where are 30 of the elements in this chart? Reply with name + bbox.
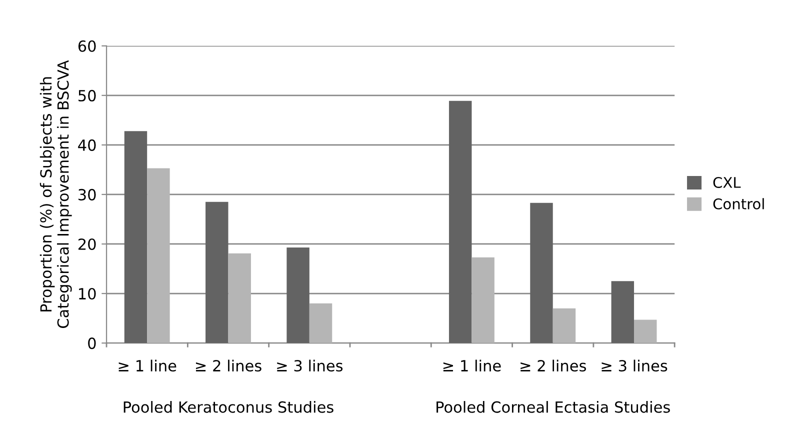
legend-label: Control (713, 198, 764, 210)
bar (309, 303, 332, 344)
text: Pooled Corneal Ectasia Studies (436, 401, 670, 413)
y-tick-label: 10 (79, 288, 96, 300)
bar (611, 281, 634, 344)
bar (530, 202, 553, 344)
bar (634, 320, 657, 344)
x-tick-label: ≥ 3 lines (602, 360, 668, 372)
x-tick-label: ≥ 2 lines (196, 360, 262, 372)
y-tick-label: 40 (78, 139, 96, 151)
bar (124, 131, 148, 344)
x-tick-label: ≥ 1 line (118, 360, 176, 372)
y-tick-label: 50 (78, 90, 96, 102)
y-tick-label: 30 (78, 188, 96, 200)
x-tick-label: ≥ 3 lines (277, 360, 343, 372)
y-axis-title: Proportion (%) of Subjects with Categorical Improvement in BSCVA (40, 60, 72, 328)
bar (448, 100, 472, 344)
y-tick-label: 0 (88, 338, 96, 350)
bar (206, 202, 228, 344)
y-tick-label: 60 (78, 40, 96, 52)
x-tick-label: ≥ 2 lines (520, 360, 586, 372)
bar (472, 257, 494, 344)
y-tick-label: 20 (78, 238, 96, 250)
bar (286, 247, 310, 344)
bar (552, 308, 576, 344)
x-tick-label: ≥ 1 line (443, 360, 501, 372)
bar (147, 168, 170, 344)
legend-label: CXL (713, 176, 741, 188)
text: Pooled Keratoconus Studies (124, 401, 334, 413)
bar (228, 253, 251, 344)
